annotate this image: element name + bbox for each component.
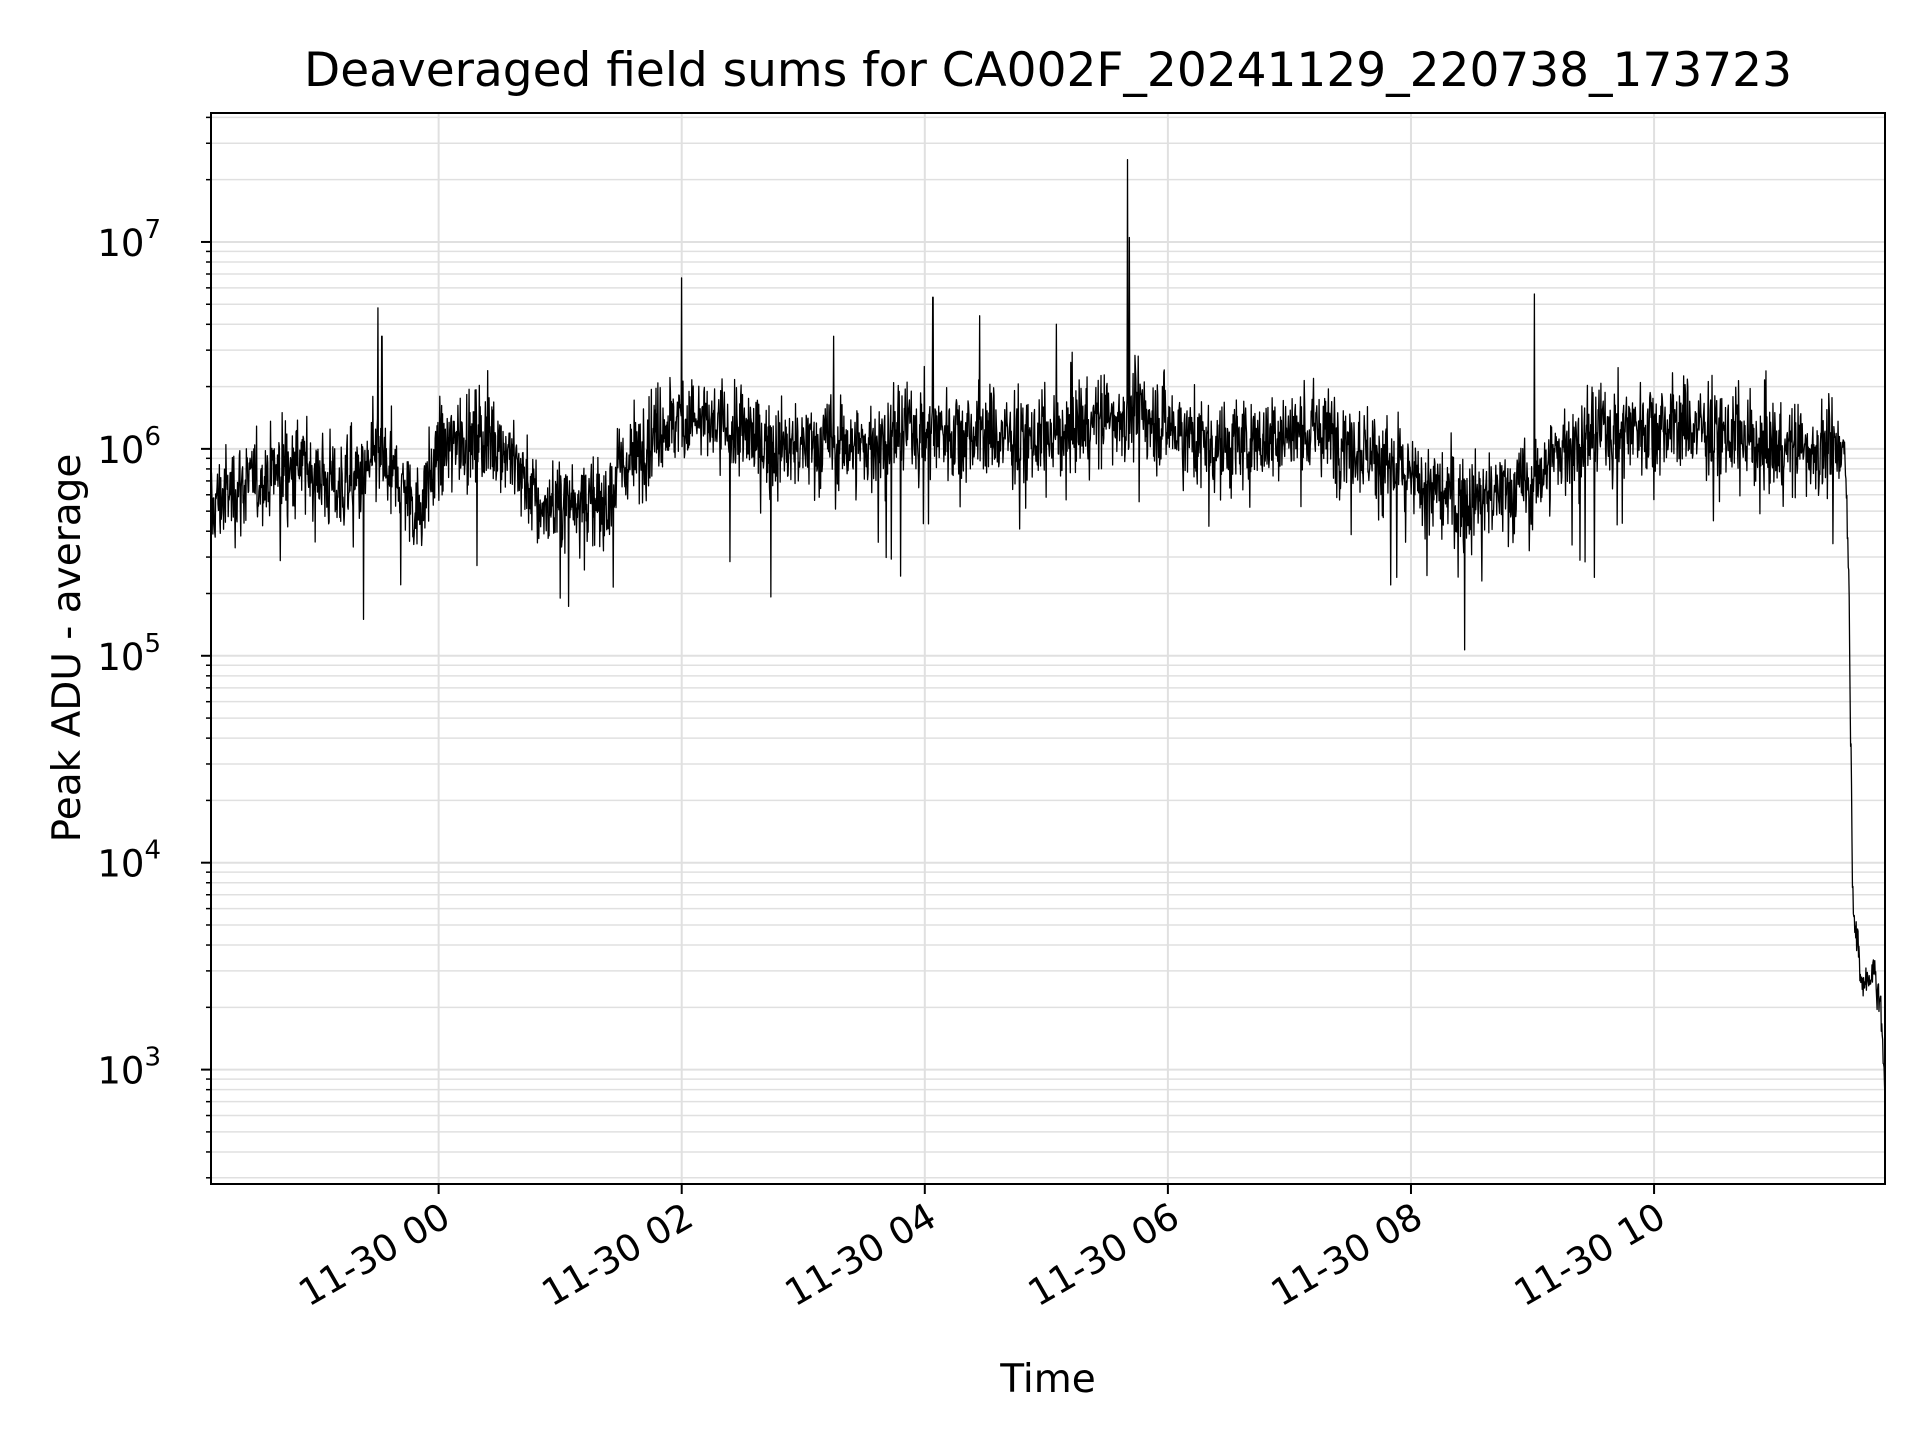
series-line bbox=[211, 158, 1885, 1101]
y-axis-label: Peak ADU - average bbox=[45, 454, 90, 843]
y-tick-label: 106 bbox=[97, 422, 161, 472]
y-tick-label: 107 bbox=[97, 215, 161, 265]
plot-area bbox=[211, 158, 1885, 1101]
x-axis-label: Time bbox=[999, 1357, 1095, 1402]
data-series bbox=[211, 158, 1885, 1101]
y-axis: 103 104 105 106 107 bbox=[97, 116, 211, 1179]
chart-title: Deaveraged field sums for CA002F_2024112… bbox=[304, 43, 1792, 98]
y-tick-label: 103 bbox=[97, 1043, 161, 1093]
axes-frame bbox=[210, 112, 1886, 1185]
y-tick-label: 104 bbox=[97, 836, 161, 886]
y-tick-label: 105 bbox=[97, 629, 161, 679]
